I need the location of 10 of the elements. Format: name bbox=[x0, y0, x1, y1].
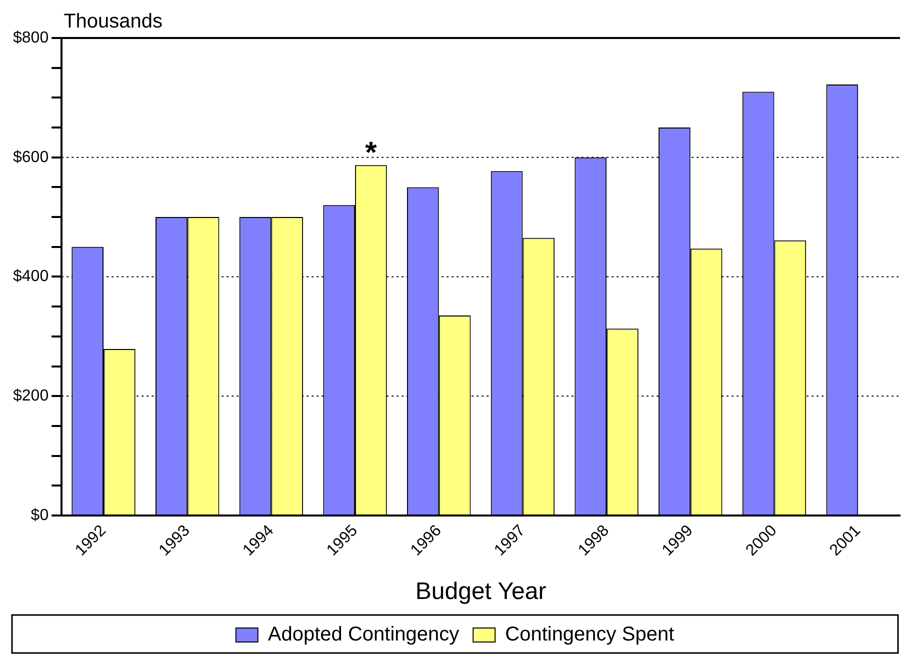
y-tick-label: $0 bbox=[30, 506, 49, 524]
legend-label: Adopted Contingency bbox=[268, 624, 460, 646]
y-tick-label: $200 bbox=[13, 387, 49, 404]
y-axis-title: Thousands bbox=[64, 10, 163, 33]
legend-label: Contingency Spent bbox=[505, 624, 675, 646]
annotation: * bbox=[365, 136, 378, 170]
y-tick-label: $600 bbox=[13, 148, 49, 166]
y-tick-label: $400 bbox=[13, 268, 49, 286]
y-tick-label: $800 bbox=[13, 29, 49, 46]
x-axis-title: Budget Year bbox=[415, 578, 546, 606]
